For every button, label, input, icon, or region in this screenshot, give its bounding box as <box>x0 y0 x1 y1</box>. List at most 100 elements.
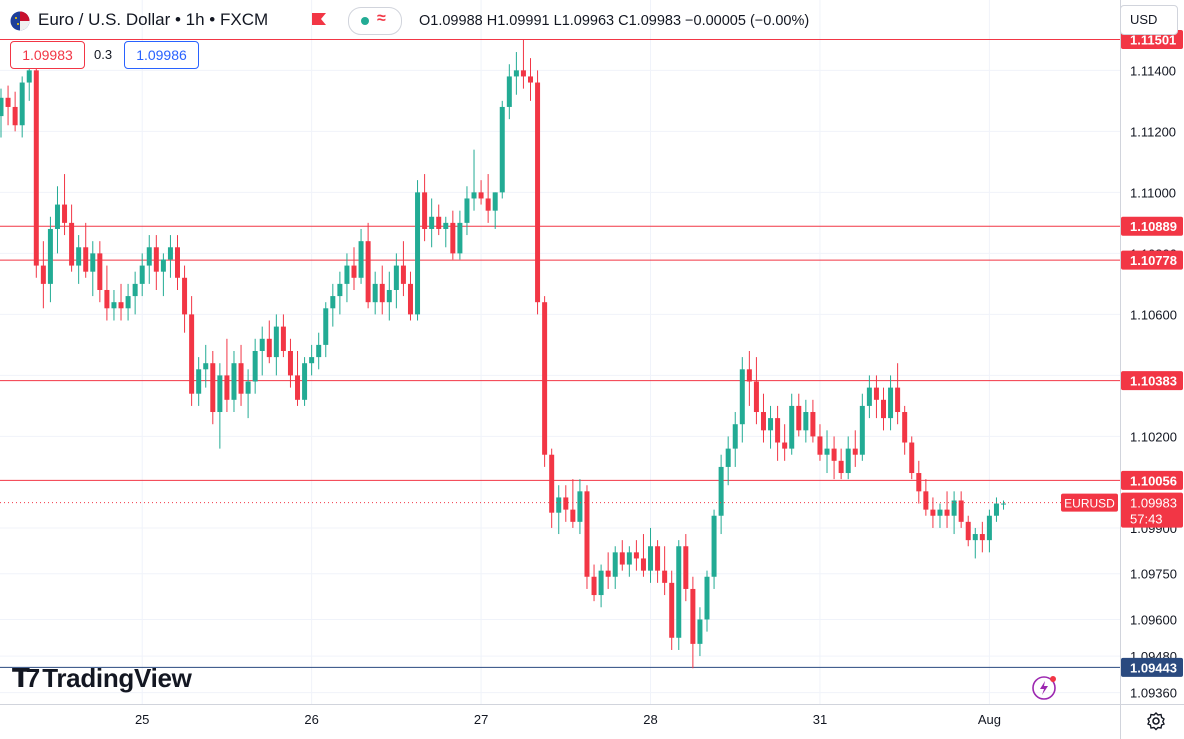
candle-body[interactable] <box>478 192 484 199</box>
candle-body[interactable] <box>789 405 795 449</box>
candle-body[interactable] <box>612 552 618 577</box>
candle-body[interactable] <box>528 76 533 83</box>
candle-body[interactable] <box>570 509 576 522</box>
candle-body[interactable] <box>669 582 675 638</box>
candle-body[interactable] <box>407 283 413 315</box>
candle-body[interactable] <box>104 289 110 309</box>
candle-body[interactable] <box>351 265 357 278</box>
candle-body[interactable] <box>97 253 103 290</box>
candle-body[interactable] <box>83 247 89 272</box>
candle-body[interactable] <box>506 76 512 107</box>
candle-body[interactable] <box>542 302 548 455</box>
candle-body[interactable] <box>146 247 152 266</box>
candle-body[interactable] <box>888 387 894 419</box>
candle-body[interactable] <box>662 570 668 583</box>
candle-body[interactable] <box>210 363 216 413</box>
candle-body[interactable] <box>944 509 950 516</box>
candle-body[interactable] <box>485 198 491 211</box>
candle-body[interactable] <box>676 546 682 638</box>
candle-body[interactable] <box>640 558 646 571</box>
candle-body[interactable] <box>648 546 654 571</box>
candle-body[interactable] <box>718 466 724 516</box>
candle-body[interactable] <box>859 405 865 455</box>
candle-body[interactable] <box>556 497 562 513</box>
candle-body[interactable] <box>422 192 428 229</box>
candle-body[interactable] <box>690 588 696 644</box>
candle-body[interactable] <box>436 216 442 229</box>
candle-body[interactable] <box>626 552 632 565</box>
candle-body[interactable] <box>365 241 371 303</box>
currency-selector[interactable]: USD <box>1120 5 1178 35</box>
candle-body[interactable] <box>464 198 470 223</box>
settings-gear-icon[interactable] <box>1146 711 1166 731</box>
candle-body[interactable] <box>393 265 399 290</box>
candle-body[interactable] <box>704 576 710 620</box>
candle-body[interactable] <box>26 70 32 83</box>
candle-body[interactable] <box>153 247 159 272</box>
candle-body[interactable] <box>605 570 611 577</box>
candle-body[interactable] <box>224 375 230 400</box>
candle-body[interactable] <box>492 192 498 211</box>
candle-body[interactable] <box>40 265 46 284</box>
candle-body[interactable] <box>415 192 421 315</box>
candle-body[interactable] <box>118 302 124 309</box>
candle-body[interactable] <box>633 552 639 559</box>
candle-body[interactable] <box>245 381 251 394</box>
candle-body[interactable] <box>866 387 872 406</box>
candle-body[interactable] <box>739 369 745 425</box>
candle-body[interactable] <box>697 619 703 644</box>
candle-body[interactable] <box>563 497 569 510</box>
candle-body[interactable] <box>139 265 145 284</box>
level-price-tag[interactable] <box>1121 657 1183 677</box>
symbol-title[interactable]: Euro / U.S. Dollar • 1h • FXCM <box>38 10 269 29</box>
candle-body[interactable] <box>873 387 879 400</box>
candle-body[interactable] <box>450 222 456 254</box>
candle-body[interactable] <box>655 546 661 571</box>
candle-body[interactable] <box>217 375 223 413</box>
candle-body[interactable] <box>796 405 802 431</box>
candle-body[interactable] <box>831 448 837 461</box>
candle-body[interactable] <box>309 357 315 364</box>
candle-body[interactable] <box>316 344 322 358</box>
candle-body[interactable] <box>753 381 759 413</box>
candle-body[interactable] <box>76 247 82 266</box>
candle-body[interactable] <box>993 503 999 516</box>
candle-body[interactable] <box>47 228 53 284</box>
candle-body[interactable] <box>231 363 237 400</box>
candle-body[interactable] <box>167 247 173 260</box>
candle-body[interactable] <box>958 500 964 522</box>
candle-body[interactable] <box>979 534 985 541</box>
candle-body[interactable] <box>266 338 272 358</box>
candle-body[interactable] <box>280 326 286 352</box>
buy-price-button[interactable]: 1.09986 <box>124 41 199 69</box>
candle-body[interactable] <box>471 192 477 199</box>
candle-body[interactable] <box>0 97 4 117</box>
candle-body[interactable] <box>358 241 364 278</box>
candle-body[interactable] <box>337 283 343 297</box>
candle-body[interactable] <box>916 473 922 492</box>
candle-body[interactable] <box>295 375 301 400</box>
candle-body[interactable] <box>12 106 18 126</box>
candle-body[interactable] <box>513 70 519 77</box>
candle-body[interactable] <box>760 412 766 431</box>
candle-body[interactable] <box>196 369 202 394</box>
candle-body[interactable] <box>838 460 844 474</box>
candle-body[interactable] <box>817 436 823 455</box>
candle-body[interactable] <box>344 265 350 284</box>
candle-body[interactable] <box>810 412 816 437</box>
candle-body[interactable] <box>803 412 809 431</box>
candle-body[interactable] <box>584 491 590 577</box>
candle-body[interactable] <box>619 552 625 565</box>
candle-body[interactable] <box>535 82 541 303</box>
candle-body[interactable] <box>160 259 166 272</box>
candle-body[interactable] <box>782 442 788 449</box>
candle-body[interactable] <box>125 296 131 309</box>
level-price-tag[interactable] <box>1121 371 1183 391</box>
candle-body[interactable] <box>683 546 689 589</box>
candle-body[interactable] <box>372 283 378 303</box>
candle-body[interactable] <box>238 363 244 394</box>
candle-body[interactable] <box>287 351 293 376</box>
candle-body[interactable] <box>775 418 781 443</box>
candle-body[interactable] <box>711 515 717 577</box>
